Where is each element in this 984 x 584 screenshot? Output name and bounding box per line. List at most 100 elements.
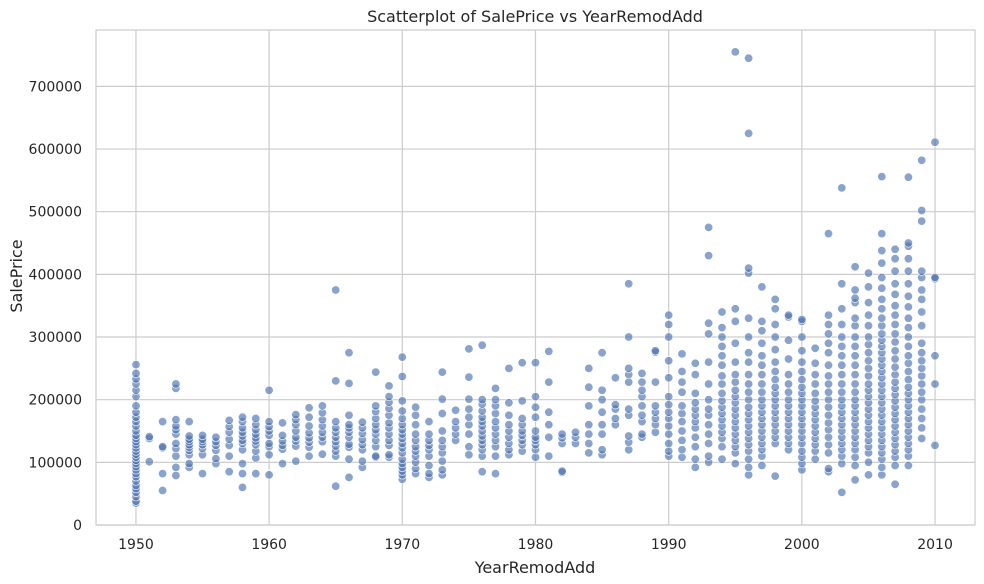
data-point <box>530 412 540 422</box>
data-point <box>930 440 940 450</box>
data-point <box>903 341 913 351</box>
data-point <box>783 387 793 397</box>
data-point <box>690 370 700 380</box>
data-point <box>783 395 793 405</box>
data-point <box>584 438 594 448</box>
data-point <box>544 346 554 356</box>
data-point <box>717 332 727 342</box>
data-point <box>730 459 740 469</box>
data-point <box>917 433 927 443</box>
data-point <box>238 469 248 479</box>
data-point <box>677 452 687 462</box>
data-point <box>544 407 554 417</box>
data-point <box>690 398 700 408</box>
data-point <box>584 382 594 392</box>
data-point <box>397 371 407 381</box>
data-point <box>837 183 847 193</box>
data-point <box>744 313 754 323</box>
data-point <box>264 470 274 480</box>
data-point <box>810 370 820 380</box>
data-point <box>704 429 714 439</box>
data-point <box>224 415 234 425</box>
data-point <box>850 341 860 351</box>
data-point <box>823 464 833 474</box>
data-point <box>730 377 740 387</box>
data-point <box>823 448 833 458</box>
data-point <box>810 379 820 389</box>
data-point <box>650 377 660 387</box>
data-point <box>863 339 873 349</box>
data-point <box>490 417 500 427</box>
data-point <box>690 432 700 442</box>
x-tick-label: 2010 <box>917 537 953 553</box>
data-point <box>730 357 740 367</box>
y-tick-label: 600000 <box>29 142 82 158</box>
data-point <box>730 304 740 314</box>
data-point <box>624 363 634 373</box>
data-point <box>331 285 341 295</box>
data-point <box>797 332 807 342</box>
data-point <box>171 415 181 425</box>
y-axis-title: SalePrice <box>7 239 26 312</box>
data-point <box>823 338 833 348</box>
data-point <box>304 403 314 413</box>
data-point <box>637 377 647 387</box>
data-point <box>504 420 514 430</box>
data-point <box>664 407 674 417</box>
data-point <box>437 465 447 475</box>
data-point <box>637 410 647 420</box>
data-point <box>317 401 327 411</box>
data-points <box>131 47 940 508</box>
data-point <box>890 244 900 254</box>
data-point <box>823 440 833 450</box>
data-point <box>557 429 567 439</box>
data-point <box>331 417 341 427</box>
data-point <box>238 459 248 469</box>
data-point <box>890 266 900 276</box>
data-point <box>823 310 833 320</box>
data-point <box>757 370 767 380</box>
data-point <box>730 338 740 348</box>
data-point <box>823 387 833 397</box>
data-point <box>890 370 900 380</box>
data-point <box>863 371 873 381</box>
data-point <box>677 435 687 445</box>
data-point <box>823 329 833 339</box>
data-point <box>464 344 474 354</box>
data-point <box>890 377 900 387</box>
data-point <box>451 417 461 427</box>
data-point <box>477 467 487 477</box>
data-point <box>184 459 194 469</box>
data-point <box>877 258 887 268</box>
data-point <box>490 395 500 405</box>
data-point <box>344 410 354 420</box>
y-tick-label: 300000 <box>29 330 82 346</box>
data-point <box>584 420 594 430</box>
data-point <box>704 318 714 328</box>
data-point <box>344 420 354 430</box>
y-tick-label: 500000 <box>29 205 82 221</box>
x-axis-title: YearRemodAdd <box>474 558 596 577</box>
data-point <box>877 283 887 293</box>
data-point <box>850 360 860 370</box>
y-tick-label: 400000 <box>29 267 82 283</box>
data-point <box>717 454 727 464</box>
data-point <box>810 358 820 368</box>
data-point <box>917 338 927 348</box>
data-point <box>850 395 860 405</box>
data-point <box>451 405 461 415</box>
data-point <box>917 395 927 405</box>
data-point <box>131 360 141 370</box>
data-point <box>331 376 341 386</box>
data-point <box>903 266 913 276</box>
data-point <box>917 285 927 295</box>
data-point <box>530 358 540 368</box>
data-point <box>424 429 434 439</box>
data-point <box>917 206 927 216</box>
data-point <box>384 392 394 402</box>
data-point <box>797 446 807 456</box>
data-point <box>903 279 913 289</box>
data-point <box>677 426 687 436</box>
